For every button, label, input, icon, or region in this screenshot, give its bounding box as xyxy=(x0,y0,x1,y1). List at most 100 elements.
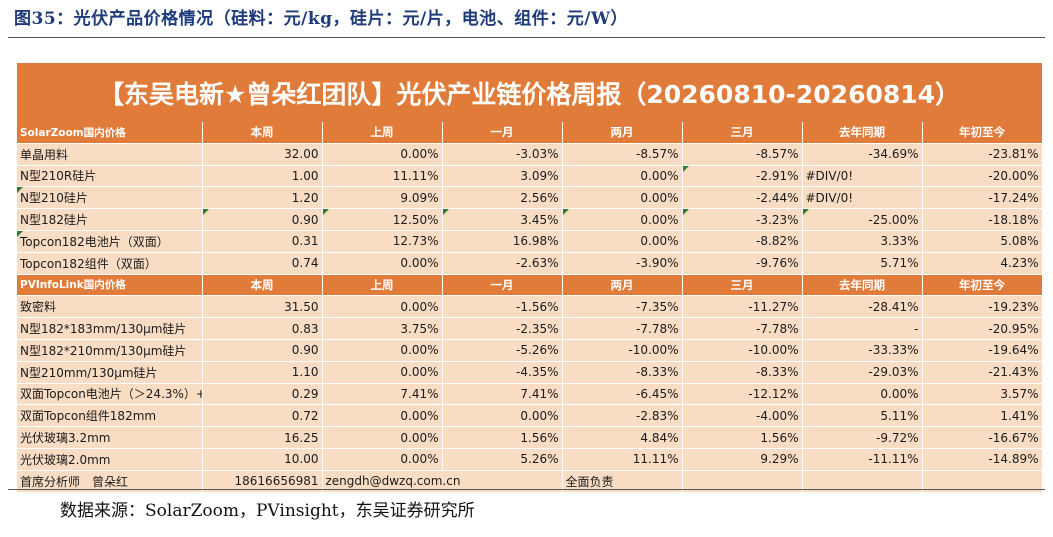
value-cell[interactable]: -25.00% xyxy=(802,208,923,231)
column-header[interactable]: 两月 xyxy=(562,274,683,297)
value-cell[interactable]: -7.78% xyxy=(562,317,683,340)
value-cell[interactable]: 11.11% xyxy=(322,165,443,188)
value-cell[interactable]: 5.26% xyxy=(442,448,563,471)
value-cell[interactable]: -11.27% xyxy=(682,295,803,319)
value-cell[interactable]: -8.82% xyxy=(682,230,803,253)
value-cell[interactable]: -16.67% xyxy=(922,426,1043,449)
value-cell[interactable]: 16.25 xyxy=(202,426,323,449)
value-cell[interactable]: -7.78% xyxy=(682,317,803,340)
value-cell[interactable]: -33.33% xyxy=(802,339,923,362)
value-cell[interactable]: -6.45% xyxy=(562,383,683,406)
value-cell[interactable]: 0.00% xyxy=(322,448,443,471)
value-cell[interactable]: 7.41% xyxy=(442,383,563,406)
value-cell[interactable]: #DIV/0! xyxy=(802,165,923,188)
value-cell[interactable]: 7.41% xyxy=(322,383,443,406)
column-header[interactable]: 一月 xyxy=(442,122,563,144)
product-name-cell[interactable]: 光伏玻璃2.0mm xyxy=(17,448,203,471)
product-name-cell[interactable]: N型182硅片 xyxy=(17,208,203,231)
product-name-cell[interactable]: N型182*210mm/130μm硅片 xyxy=(17,339,203,362)
value-cell[interactable]: -3.03% xyxy=(442,143,563,166)
value-cell[interactable]: 0.00% xyxy=(802,383,923,406)
value-cell[interactable]: 1.10 xyxy=(202,361,323,384)
value-cell[interactable]: 0.00% xyxy=(562,208,683,231)
value-cell[interactable]: 9.09% xyxy=(322,186,443,210)
value-cell[interactable]: -19.23% xyxy=(922,295,1043,319)
value-cell[interactable]: - xyxy=(802,317,923,340)
value-cell[interactable]: #DIV/0! xyxy=(802,186,923,210)
value-cell[interactable]: 0.00% xyxy=(442,404,563,428)
value-cell[interactable]: 5.71% xyxy=(802,252,923,275)
product-name-cell[interactable]: 双面Topcon电池片（＞24.3%）+1 xyxy=(17,383,203,406)
value-cell[interactable]: 1.20 xyxy=(202,186,323,210)
value-cell[interactable]: 1.56% xyxy=(682,426,803,449)
column-header[interactable]: 年初至今 xyxy=(922,122,1043,144)
value-cell[interactable]: -1.56% xyxy=(442,295,563,319)
value-cell[interactable]: 0.00% xyxy=(322,252,443,275)
value-cell[interactable]: -12.12% xyxy=(682,383,803,406)
value-cell[interactable]: -8.57% xyxy=(562,143,683,166)
value-cell[interactable]: -2.91% xyxy=(682,165,803,188)
value-cell[interactable]: -7.35% xyxy=(562,295,683,319)
value-cell[interactable]: -18.18% xyxy=(922,208,1043,231)
value-cell[interactable]: -21.43% xyxy=(922,361,1043,384)
value-cell[interactable]: -8.33% xyxy=(682,361,803,384)
product-name-cell[interactable]: N型210硅片 xyxy=(17,186,203,210)
product-name-cell[interactable]: Topcon182电池片（双面） xyxy=(17,230,203,253)
product-name-cell[interactable]: 致密料 xyxy=(17,295,203,319)
value-cell[interactable]: 0.00% xyxy=(562,165,683,188)
column-header[interactable]: 上周 xyxy=(322,122,443,144)
section-label[interactable]: PVInfoLink国内价格 xyxy=(17,274,203,297)
coverage-cell[interactable]: 全面负责 xyxy=(562,470,683,493)
value-cell[interactable]: -5.26% xyxy=(442,339,563,362)
value-cell[interactable]: 5.08% xyxy=(922,230,1043,253)
value-cell[interactable]: -11.11% xyxy=(802,448,923,471)
value-cell[interactable]: -28.41% xyxy=(802,295,923,319)
value-cell[interactable]: -19.64% xyxy=(922,339,1043,362)
value-cell[interactable]: -9.72% xyxy=(802,426,923,449)
column-header[interactable]: 一月 xyxy=(442,274,563,297)
value-cell[interactable]: -8.57% xyxy=(682,143,803,166)
value-cell[interactable]: -3.90% xyxy=(562,252,683,275)
value-cell[interactable]: 0.00% xyxy=(322,339,443,362)
value-cell[interactable]: -2.83% xyxy=(562,404,683,428)
value-cell[interactable]: 3.75% xyxy=(322,317,443,340)
value-cell[interactable]: -4.35% xyxy=(442,361,563,384)
column-header[interactable]: 上周 xyxy=(322,274,443,297)
value-cell[interactable]: 32.00 xyxy=(202,143,323,166)
product-name-cell[interactable]: N型210mm/130μm硅片 xyxy=(17,361,203,384)
value-cell[interactable]: -9.76% xyxy=(682,252,803,275)
column-header[interactable]: 两月 xyxy=(562,122,683,144)
column-header[interactable]: 三月 xyxy=(682,122,803,144)
email-cell[interactable]: zengdh@dwzq.com.cn xyxy=(322,470,563,493)
product-name-cell[interactable]: 光伏玻璃3.2mm xyxy=(17,426,203,449)
value-cell[interactable]: -8.33% xyxy=(562,361,683,384)
value-cell[interactable]: 0.00% xyxy=(322,143,443,166)
value-cell[interactable]: 3.57% xyxy=(922,383,1043,406)
value-cell[interactable]: 12.50% xyxy=(322,208,443,231)
value-cell[interactable]: 0.31 xyxy=(202,230,323,253)
value-cell[interactable]: -2.63% xyxy=(442,252,563,275)
value-cell[interactable]: -2.44% xyxy=(682,186,803,210)
value-cell[interactable]: 0.90 xyxy=(202,208,323,231)
value-cell[interactable]: 1.00 xyxy=(202,165,323,188)
value-cell[interactable]: 0.00% xyxy=(322,361,443,384)
value-cell[interactable]: -2.35% xyxy=(442,317,563,340)
analyst-cell[interactable]: 首席分析师 曾朵红 xyxy=(17,470,203,493)
product-name-cell[interactable]: 双面Topcon组件182mm xyxy=(17,404,203,428)
value-cell[interactable]: -3.23% xyxy=(682,208,803,231)
value-cell[interactable]: 0.00% xyxy=(322,295,443,319)
section-label[interactable]: SolarZoom国内价格 xyxy=(17,122,203,144)
column-header[interactable]: 三月 xyxy=(682,274,803,297)
empty-cell[interactable] xyxy=(922,470,1043,493)
value-cell[interactable]: 3.45% xyxy=(442,208,563,231)
value-cell[interactable]: -10.00% xyxy=(682,339,803,362)
value-cell[interactable]: 10.00 xyxy=(202,448,323,471)
product-name-cell[interactable]: Topcon182组件（双面） xyxy=(17,252,203,275)
value-cell[interactable]: 2.56% xyxy=(442,186,563,210)
value-cell[interactable]: 0.90 xyxy=(202,339,323,362)
value-cell[interactable]: 4.84% xyxy=(562,426,683,449)
empty-cell[interactable] xyxy=(682,470,803,493)
product-name-cell[interactable]: N型182*183mm/130μm硅片 xyxy=(17,317,203,340)
value-cell[interactable]: 0.83 xyxy=(202,317,323,340)
phone-cell[interactable]: 18616656981 xyxy=(202,470,323,493)
